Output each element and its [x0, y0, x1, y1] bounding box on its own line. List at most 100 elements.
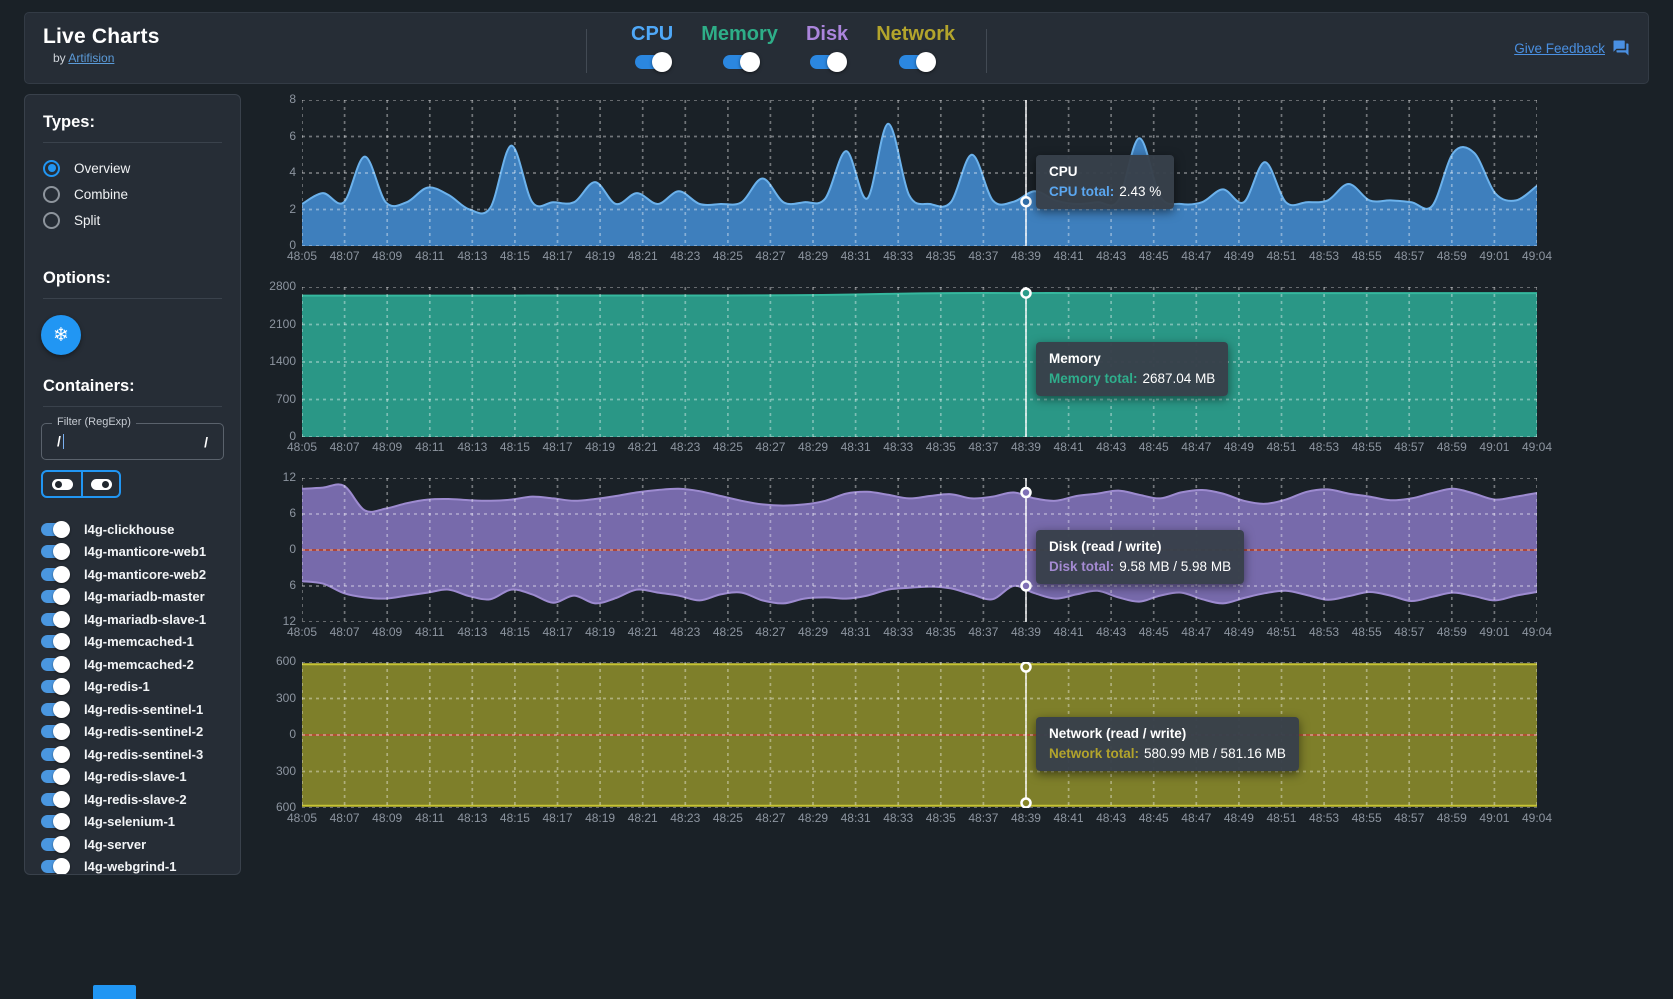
container-switch-l4g-redis-1[interactable]: [41, 678, 70, 696]
container-switch-l4g-webgrind-1[interactable]: [41, 858, 70, 874]
x-tick-label: 48:09: [372, 249, 403, 263]
toggle-all-off-button[interactable]: [43, 472, 81, 496]
hover-marker: [1020, 661, 1032, 673]
container-row: l4g-clickhouse: [41, 518, 240, 541]
toggle-all-on-button[interactable]: [81, 472, 119, 496]
artifision-link[interactable]: Artifision: [68, 51, 115, 65]
container-switch-l4g-redis-sentinel-3[interactable]: [41, 745, 70, 763]
x-tick-label: 48:05: [286, 811, 318, 825]
x-tick-label: 48:57: [1394, 440, 1425, 454]
freeze-button[interactable]: ❄: [41, 315, 81, 355]
chart-plot-network[interactable]: [301, 661, 1538, 809]
x-tick-label: 48:05: [286, 249, 318, 263]
container-switch-l4g-memcached-2[interactable]: [41, 655, 70, 673]
header-divider-left: [586, 29, 587, 73]
container-row: l4g-redis-sentinel-2: [41, 721, 240, 744]
y-tick-label: 12: [282, 614, 296, 628]
x-tick-label: 48:41: [1053, 249, 1084, 263]
x-tick-label: 48:25: [712, 249, 743, 263]
x-tick-label: 48:29: [798, 249, 829, 263]
radio-icon: [43, 211, 60, 229]
x-tick-label: 48:47: [1181, 249, 1212, 263]
x-tick-label: 48:57: [1394, 811, 1425, 825]
x-tick-label: 48:57: [1394, 249, 1425, 263]
x-tick-label: 48:47: [1181, 625, 1212, 639]
x-tick-label: 48:41: [1053, 811, 1084, 825]
container-switch-l4g-mariadb-slave-1[interactable]: [41, 610, 70, 628]
y-tick-label: 0: [289, 429, 296, 443]
container-switch-l4g-memcached-1[interactable]: [41, 633, 70, 651]
x-axis-labels: 48:05 48:07 48:09 48:11 48:13 48:15 48:17 48:19…: [287, 811, 1552, 826]
x-tick-label: 48:15: [499, 249, 530, 263]
container-switch-l4g-redis-sentinel-1[interactable]: [41, 700, 70, 718]
sidebar: Types: Overview Combine Split Options: ❄ C…: [24, 94, 241, 875]
x-tick-label: 48:33: [883, 249, 914, 263]
x-tick-label: 48:05: [286, 440, 318, 454]
x-tick-label: 48:25: [712, 625, 743, 639]
metric-switch-network[interactable]: [898, 52, 936, 72]
x-tick-label: 48:21: [627, 811, 658, 825]
container-label: l4g-mariadb-master: [84, 589, 205, 605]
container-switch-l4g-redis-slave-2[interactable]: [41, 790, 70, 808]
y-tick-label: 6: [289, 506, 296, 520]
filter-label: Filter (RegExp): [52, 416, 136, 428]
container-label: l4g-redis-sentinel-1: [84, 701, 204, 717]
type-radio-combine[interactable]: Combine: [43, 181, 222, 207]
x-tick-label: 48:09: [372, 811, 403, 825]
metric-switch-memory[interactable]: [722, 52, 760, 72]
container-list: l4g-clickhouse l4g-manticore-web1 l4g-mant…: [41, 518, 240, 874]
toggle-on-icon: [90, 478, 112, 490]
x-tick-label: 49:01: [1479, 440, 1510, 454]
container-row: l4g-mariadb-slave-1: [41, 608, 240, 631]
container-row: l4g-manticore-web2: [41, 563, 240, 586]
container-switch-l4g-redis-sentinel-2[interactable]: [41, 723, 70, 741]
x-tick-label: 48:21: [627, 249, 658, 263]
chart-plot-memory[interactable]: [301, 286, 1538, 438]
container-row: l4g-redis-sentinel-3: [41, 743, 240, 766]
filter-value-left: /: [57, 432, 61, 449]
x-tick-label: 48:39: [1010, 625, 1041, 639]
type-radio-overview[interactable]: Overview: [43, 155, 222, 181]
bottom-partial-element: [93, 985, 136, 999]
x-tick-label: 48:45: [1138, 440, 1169, 454]
container-switch-l4g-redis-slave-1[interactable]: [41, 768, 70, 786]
y-tick-label: 4: [289, 165, 296, 179]
type-radio-split[interactable]: Split: [43, 207, 222, 233]
x-tick-label: 48:47: [1181, 440, 1212, 454]
x-tick-label: 48:43: [1096, 811, 1127, 825]
hover-marker: [1020, 580, 1032, 592]
chart-plot-cpu[interactable]: [301, 99, 1538, 247]
metric-switch-cpu[interactable]: [635, 52, 673, 72]
give-feedback-link[interactable]: Give Feedback: [1514, 39, 1630, 57]
container-switch-l4g-server[interactable]: [41, 835, 70, 853]
x-tick-label: 48:29: [798, 440, 829, 454]
container-switch-l4g-clickhouse[interactable]: [41, 520, 70, 538]
y-tick-label: 0: [289, 727, 296, 741]
container-switch-l4g-mariadb-master[interactable]: [41, 588, 70, 606]
x-tick-label: 48:09: [372, 440, 403, 454]
hover-marker: [1020, 486, 1032, 499]
x-tick-label: 48:13: [457, 440, 488, 454]
metric-switch-disk[interactable]: [810, 52, 848, 72]
x-tick-label: 48:35: [925, 811, 956, 825]
metric-label: Network: [876, 23, 956, 45]
container-switch-l4g-manticore-web2[interactable]: [41, 565, 70, 583]
x-tick-label: 48:45: [1138, 625, 1169, 639]
x-tick-label: 48:25: [712, 440, 743, 454]
x-tick-label: 49:01: [1479, 249, 1510, 263]
filter-regexp-input[interactable]: Filter (RegExp) / /: [41, 416, 224, 460]
x-tick-label: 48:31: [840, 811, 871, 825]
y-tick-label: 6: [289, 128, 296, 143]
x-tick-label: 48:45: [1138, 249, 1169, 263]
x-tick-label: 48:11: [415, 811, 445, 825]
x-tick-label: 48:15: [499, 625, 530, 639]
chart-plot-disk[interactable]: [301, 477, 1538, 623]
x-tick-label: 48:11: [415, 440, 445, 454]
x-tick-label: 48:39: [1010, 249, 1041, 263]
y-tick-label: 600: [275, 800, 296, 814]
x-tick-label: 48:53: [1309, 249, 1340, 263]
x-tick-label: 48:43: [1096, 440, 1127, 454]
x-tick-label: 48:55: [1351, 249, 1382, 263]
container-switch-l4g-selenium-1[interactable]: [41, 813, 70, 831]
container-switch-l4g-manticore-web1[interactable]: [41, 543, 70, 561]
